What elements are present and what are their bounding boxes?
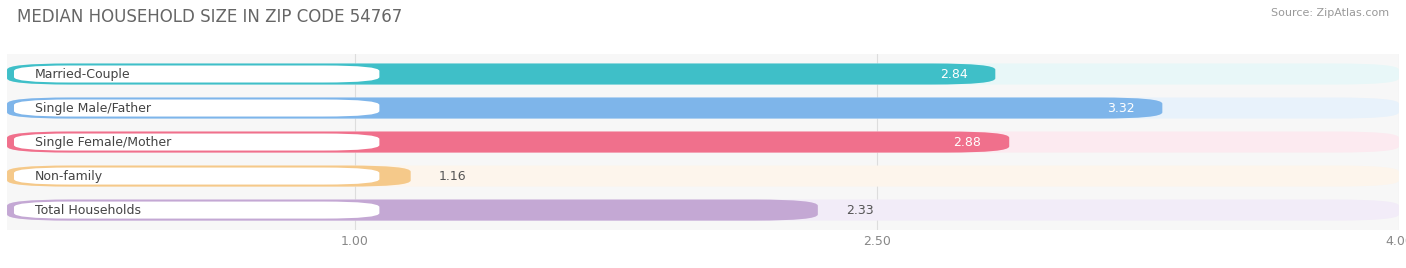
FancyBboxPatch shape — [7, 199, 818, 221]
FancyBboxPatch shape — [7, 64, 1399, 84]
Text: Non-family: Non-family — [35, 170, 103, 183]
FancyBboxPatch shape — [7, 166, 1399, 187]
FancyBboxPatch shape — [7, 64, 995, 84]
FancyBboxPatch shape — [7, 199, 1399, 221]
FancyBboxPatch shape — [7, 132, 1399, 152]
Text: 2.33: 2.33 — [845, 204, 873, 217]
Text: MEDIAN HOUSEHOLD SIZE IN ZIP CODE 54767: MEDIAN HOUSEHOLD SIZE IN ZIP CODE 54767 — [17, 8, 402, 26]
FancyBboxPatch shape — [7, 98, 1399, 118]
FancyBboxPatch shape — [7, 98, 1163, 118]
Text: 2.88: 2.88 — [953, 136, 981, 148]
Text: 3.32: 3.32 — [1107, 102, 1135, 114]
FancyBboxPatch shape — [14, 65, 380, 83]
FancyBboxPatch shape — [14, 168, 380, 185]
FancyBboxPatch shape — [7, 166, 411, 187]
FancyBboxPatch shape — [14, 99, 380, 117]
Text: Total Households: Total Households — [35, 204, 141, 217]
FancyBboxPatch shape — [14, 202, 380, 219]
Text: Single Male/Father: Single Male/Father — [35, 102, 150, 114]
Text: Married-Couple: Married-Couple — [35, 68, 131, 80]
Text: 1.16: 1.16 — [439, 170, 467, 183]
FancyBboxPatch shape — [14, 133, 380, 151]
Text: Single Female/Mother: Single Female/Mother — [35, 136, 172, 148]
Text: Source: ZipAtlas.com: Source: ZipAtlas.com — [1271, 8, 1389, 18]
FancyBboxPatch shape — [7, 132, 1010, 152]
Text: 2.84: 2.84 — [939, 68, 967, 80]
